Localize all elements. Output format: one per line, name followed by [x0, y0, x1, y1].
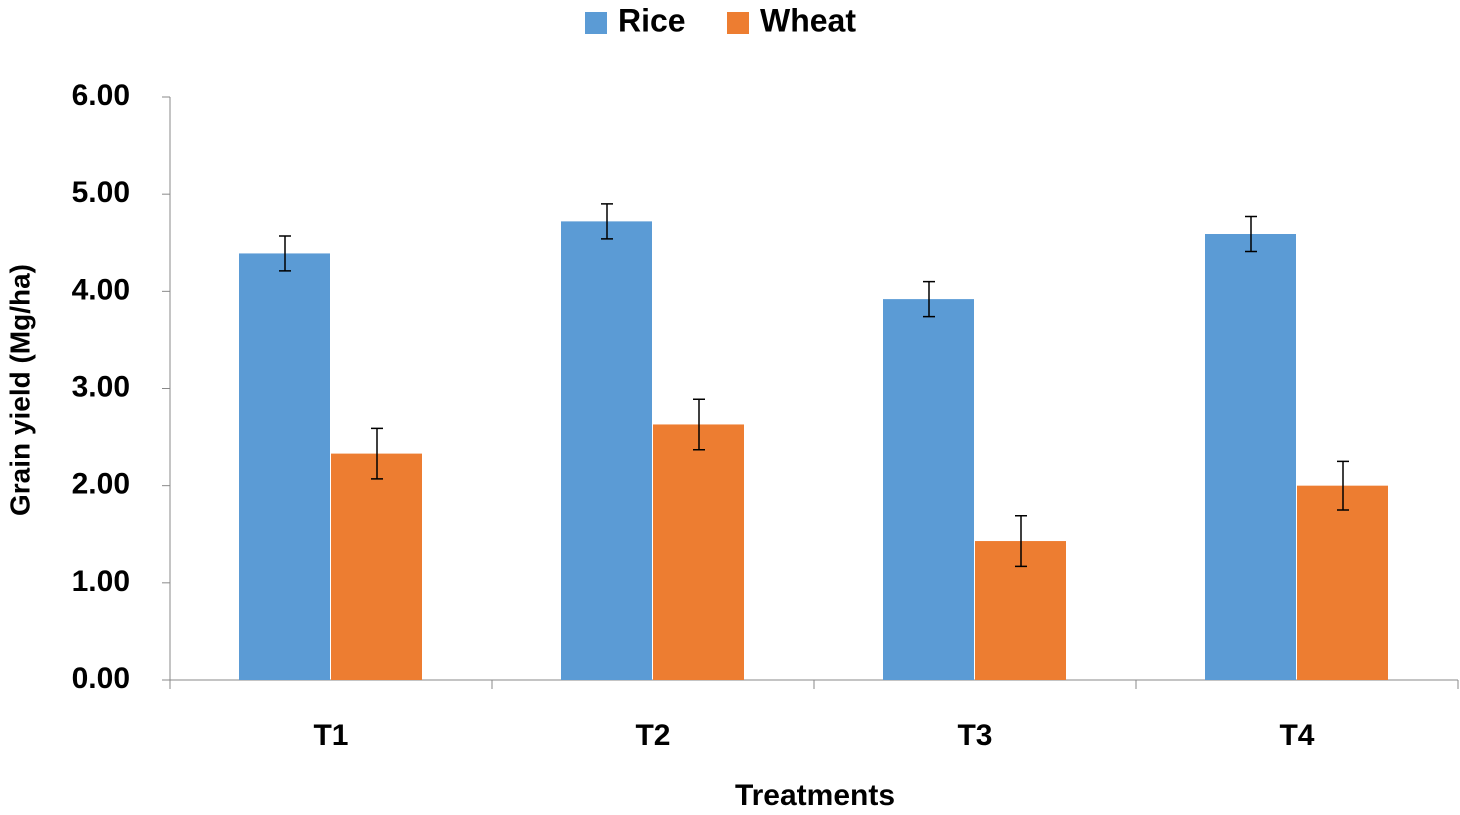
y-tick-label: 6.00 [72, 79, 130, 112]
bar [561, 221, 652, 680]
y-tick-label: 3.00 [72, 370, 130, 403]
y-tick-label: 1.00 [72, 565, 130, 598]
chart: Grain yield (Mg/ha) Treatments 0.00 1.00 2… [0, 0, 1460, 815]
page: {"chart_data": {"type": "bar", "x_label"… [0, 0, 1460, 815]
bar [1297, 486, 1388, 680]
bar [1205, 234, 1296, 680]
bar [653, 424, 744, 680]
x-tick-label: T4 [1279, 719, 1314, 752]
x-axis-title: Treatments [735, 779, 895, 812]
legend-swatch [727, 12, 749, 34]
legend-swatch [585, 12, 607, 34]
y-tick-label: 5.00 [72, 176, 130, 209]
legend-label: Rice [618, 2, 686, 38]
y-tick-label: 2.00 [72, 468, 130, 501]
y-tick-label: 0.00 [72, 662, 130, 695]
x-tick-label: T2 [635, 719, 670, 752]
bar [883, 299, 974, 680]
bar [331, 454, 422, 680]
x-tick-label: T1 [313, 719, 348, 752]
bar [239, 253, 330, 680]
x-tick-label: T3 [957, 719, 992, 752]
y-tick-label: 4.00 [72, 273, 130, 306]
legend-label: Wheat [760, 2, 856, 38]
y-axis-title: Grain yield (Mg/ha) [4, 264, 35, 516]
